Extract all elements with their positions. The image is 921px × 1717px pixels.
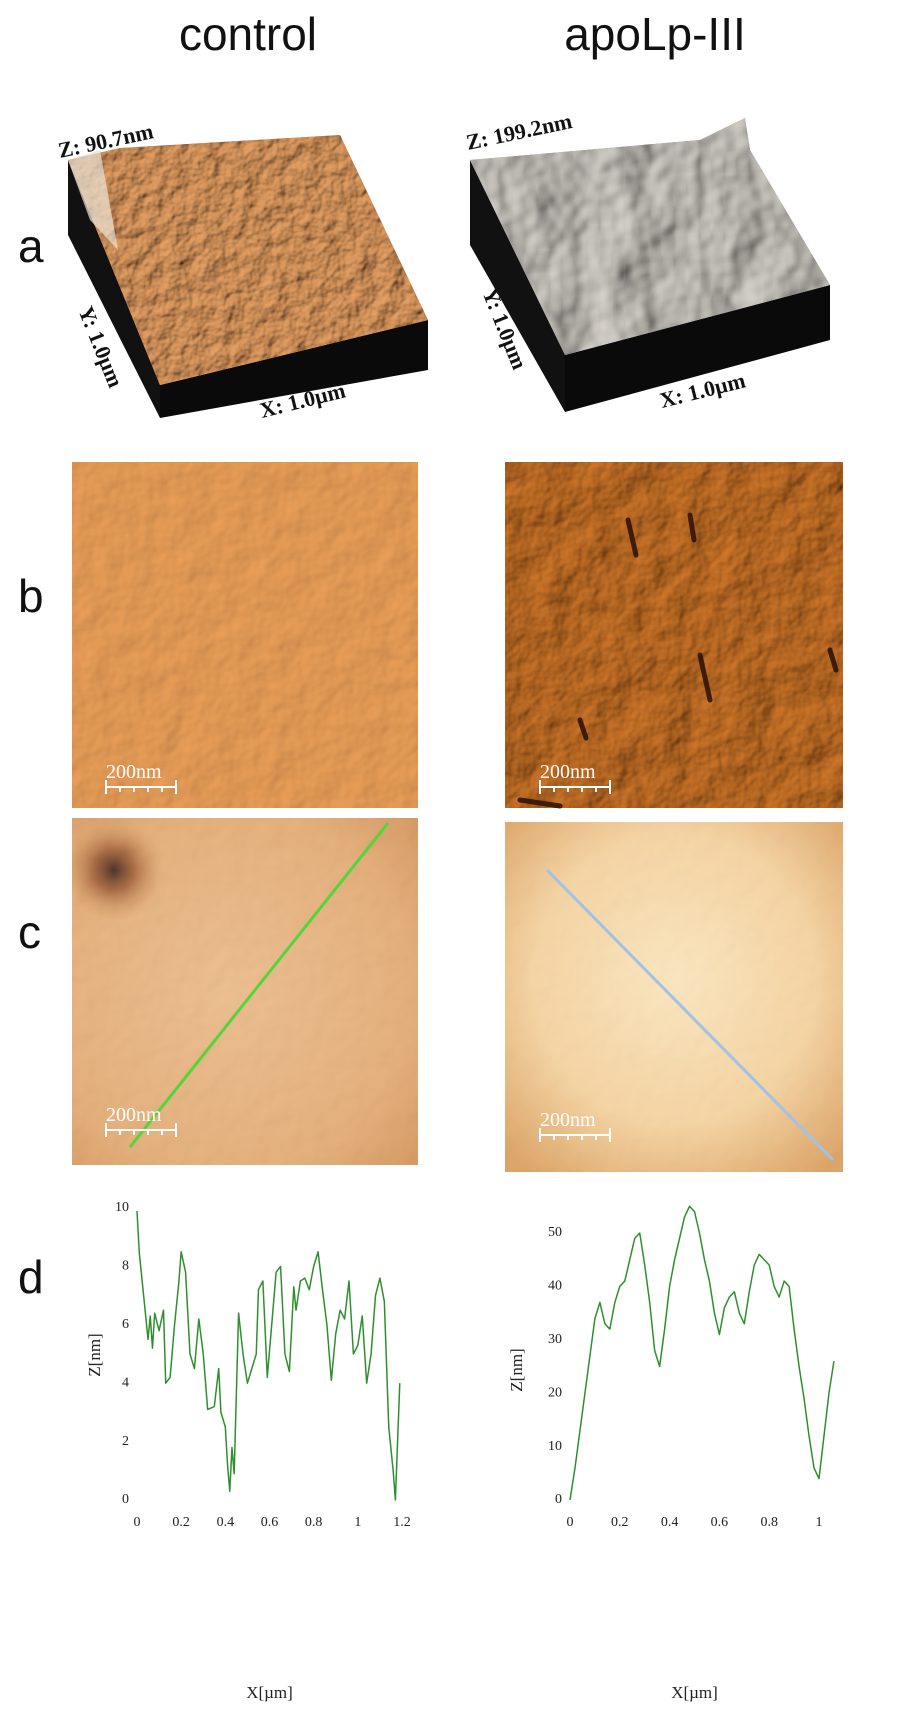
y-tick-label: 50 xyxy=(548,1225,562,1240)
y-tick-label: 8 xyxy=(122,1259,129,1274)
afm-amplitude-apolp xyxy=(505,462,843,808)
x-tick-label: 1.2 xyxy=(393,1515,411,1530)
x-tick-label: 0.6 xyxy=(711,1515,729,1530)
scale-label: 200nm xyxy=(540,761,596,783)
figure: control apoLp-III a b c d Z: 90.7nm Y: 1… xyxy=(0,0,921,1717)
x-tick-label: 0.6 xyxy=(261,1515,279,1530)
x-tick-label: 0 xyxy=(567,1515,574,1530)
y-tick-label: 4 xyxy=(122,1375,129,1390)
y-axis-label: Z[nm] xyxy=(85,1333,104,1376)
y-tick-label: 30 xyxy=(548,1332,562,1347)
x-tick-label: 0.4 xyxy=(661,1515,679,1530)
profile-line xyxy=(137,1211,400,1500)
afm-amplitude-control xyxy=(72,462,418,808)
y-tick-label: 40 xyxy=(548,1279,562,1294)
x-tick-label: 0.2 xyxy=(172,1515,190,1530)
scale-label: 200nm xyxy=(106,761,162,783)
row-label: a xyxy=(18,220,44,272)
x-tick-label: 0.8 xyxy=(760,1515,778,1530)
x-tick-label: 0.4 xyxy=(217,1515,235,1530)
y-tick-label: 0 xyxy=(555,1492,562,1507)
z-range: Z: 199.2nm xyxy=(464,108,574,155)
column-title: apoLp-III xyxy=(564,8,746,60)
column-title: control xyxy=(179,8,317,60)
x-tick-label: 0.8 xyxy=(305,1515,323,1530)
y-axis-label: Z[nm] xyxy=(507,1348,526,1391)
x-tick-label: 0 xyxy=(134,1515,141,1530)
scale-label: 200nm xyxy=(106,1104,162,1126)
afm-3d-apolp xyxy=(470,118,830,412)
row-label: d xyxy=(18,1251,44,1303)
x-axis-label: X[µm] xyxy=(671,1683,718,1702)
y-tick-label: 6 xyxy=(122,1317,129,1332)
y-tick-label: 10 xyxy=(115,1200,129,1215)
x-axis-label: X[µm] xyxy=(246,1683,293,1702)
profile-line xyxy=(570,1206,834,1500)
scale-label: 200nm xyxy=(540,1109,596,1131)
y-tick-label: 2 xyxy=(122,1434,129,1449)
y-tick-label: 10 xyxy=(548,1439,562,1454)
row-label: c xyxy=(18,906,41,958)
x-tick-label: 1 xyxy=(816,1515,823,1530)
row-label: b xyxy=(18,570,44,622)
x-tick-label: 1 xyxy=(354,1515,361,1530)
y-tick-label: 0 xyxy=(122,1492,129,1507)
x-tick-label: 0.2 xyxy=(611,1515,629,1530)
y-tick-label: 20 xyxy=(548,1385,562,1400)
